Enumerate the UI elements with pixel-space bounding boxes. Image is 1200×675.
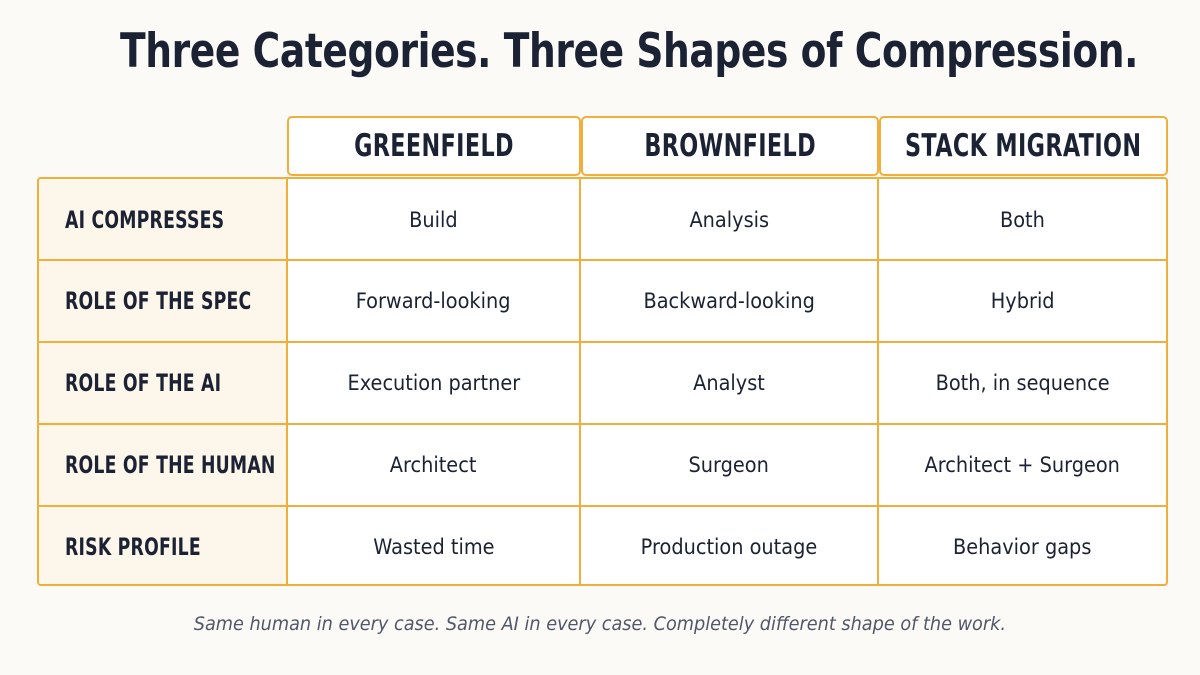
column-header-brownfield: BROWNFIELD: [581, 116, 879, 176]
table-cell: Both, in sequence: [879, 343, 1166, 423]
cell-value: Hybrid: [990, 289, 1055, 313]
column-header-greenfield: GREENFIELD: [287, 116, 581, 176]
cell-value: Wasted time: [372, 535, 495, 559]
column-header-label: GREENFIELD: [354, 128, 514, 164]
cell-value: Architect: [390, 453, 477, 477]
cell-value: Behavior gaps: [953, 535, 1092, 559]
table-cell: Analysis: [581, 179, 879, 261]
table-cell: Analyst: [581, 343, 879, 423]
cell-value: Execution partner: [347, 371, 520, 395]
table-row-ai-compresses: AI COMPRESSES Build Analysis Both: [39, 179, 1166, 261]
table-row-role-of-the-human: ROLE OF THE HUMAN Architect Surgeon Arch…: [39, 423, 1166, 505]
cell-value: Analysis: [689, 208, 769, 232]
row-label-cell: ROLE OF THE HUMAN: [39, 425, 288, 505]
comparison-table: AI COMPRESSES Build Analysis Both ROLE O…: [37, 177, 1168, 586]
table-cell: Execution partner: [288, 343, 581, 423]
footer-caption: Same human in every case. Same AI in eve…: [193, 613, 1006, 635]
table-cell: Surgeon: [581, 425, 879, 505]
row-label: AI COMPRESSES: [65, 206, 225, 234]
cell-value: Architect + Surgeon: [924, 453, 1121, 477]
table-cell: Hybrid: [879, 261, 1166, 341]
cell-value: Both: [1000, 208, 1045, 232]
cell-value: Build: [409, 208, 458, 232]
row-label-cell: ROLE OF THE SPEC: [39, 261, 288, 341]
cell-value: Backward-looking: [643, 289, 815, 313]
table-cell: Forward-looking: [288, 261, 581, 341]
cell-value: Surgeon: [688, 453, 770, 477]
row-label: RISK PROFILE: [65, 533, 201, 561]
table-cell: Wasted time: [288, 507, 581, 584]
slide-title: Three Categories. Three Shapes of Compre…: [120, 24, 1139, 79]
row-label-cell: AI COMPRESSES: [39, 179, 288, 261]
cell-value: Both, in sequence: [935, 371, 1110, 395]
cell-value: Forward-looking: [356, 289, 511, 313]
column-header-label: BROWNFIELD: [644, 128, 816, 164]
table-cell: Architect + Surgeon: [879, 425, 1166, 505]
row-label-cell: RISK PROFILE: [39, 507, 288, 584]
table-cell: Behavior gaps: [879, 507, 1166, 584]
table-cell: Build: [288, 179, 581, 261]
table-row-risk-profile: RISK PROFILE Wasted time Production outa…: [39, 505, 1166, 584]
table-cell: Architect: [288, 425, 581, 505]
table-row-role-of-the-spec: ROLE OF THE SPEC Forward-looking Backwar…: [39, 259, 1166, 341]
table-row-role-of-the-ai: ROLE OF THE AI Execution partner Analyst…: [39, 341, 1166, 423]
table-cell: Backward-looking: [581, 261, 879, 341]
table-cell: Both: [879, 179, 1166, 261]
column-header-stack-migration: STACK MIGRATION: [879, 116, 1168, 176]
row-label: ROLE OF THE HUMAN: [65, 451, 276, 479]
row-label: ROLE OF THE SPEC: [65, 287, 252, 315]
column-header-label: STACK MIGRATION: [905, 128, 1142, 164]
row-label: ROLE OF THE AI: [65, 369, 222, 397]
table-cell: Production outage: [581, 507, 879, 584]
row-label-cell: ROLE OF THE AI: [39, 343, 288, 423]
cell-value: Production outage: [640, 535, 818, 559]
cell-value: Analyst: [693, 371, 765, 395]
